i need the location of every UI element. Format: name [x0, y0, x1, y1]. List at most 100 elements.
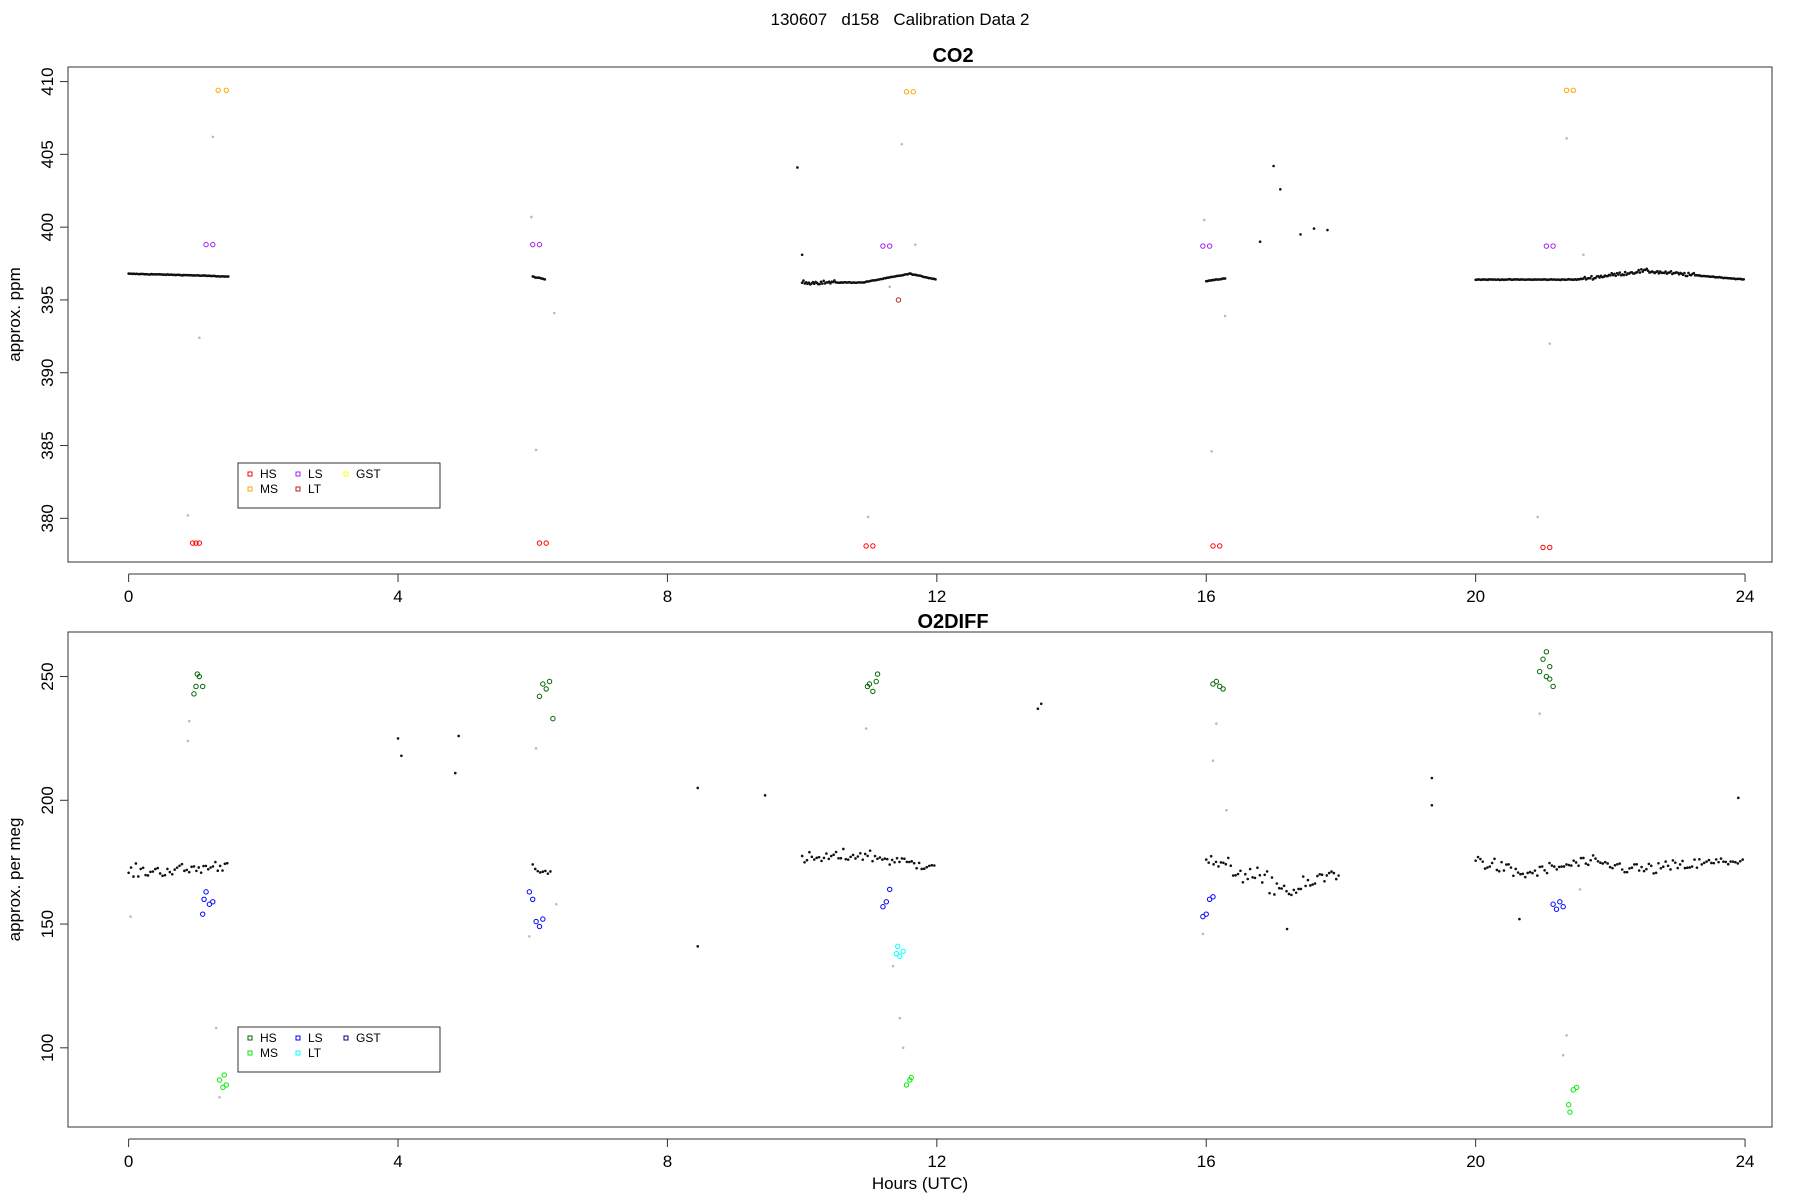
transition-point: [534, 448, 538, 452]
ambient-point: [1320, 873, 1324, 877]
ambient-point: [1538, 865, 1542, 869]
transition-point: [864, 727, 868, 730]
calibration-point-ls: [206, 901, 213, 907]
ambient-point: [1681, 859, 1684, 863]
ambient-point: [1325, 874, 1329, 877]
ambient-point: [821, 282, 824, 285]
ambient-point: [1693, 858, 1696, 861]
ambient-point: [1628, 867, 1631, 870]
ambient-point: [833, 279, 836, 282]
transition-point: [534, 747, 538, 750]
ambient-point: [895, 856, 899, 860]
ambient-point: [1582, 856, 1585, 860]
excursion-point: [696, 786, 700, 790]
calibration-point-ls: [201, 896, 207, 902]
ambient-point: [1623, 870, 1626, 874]
excursion-point: [800, 253, 804, 257]
calibration-point-ls: [536, 241, 543, 248]
calibration-point-ms: [1567, 1109, 1573, 1115]
calibration-point-hs: [1540, 544, 1546, 551]
ambient-point: [1497, 869, 1501, 873]
ambient-point: [1490, 861, 1494, 865]
ambient-point: [197, 866, 201, 869]
ambient-point: [1301, 875, 1305, 878]
calibration-point-hs: [536, 540, 543, 546]
ambient-point: [1222, 861, 1225, 865]
ambient-point: [1692, 271, 1696, 275]
ambient-point: [1640, 268, 1643, 271]
ambient-point: [1606, 862, 1609, 865]
calibration-point-lt: [895, 943, 901, 950]
ambient-point: [800, 281, 804, 284]
ambient-point: [1638, 271, 1642, 274]
ambient-point: [1683, 271, 1686, 275]
ambient-point: [185, 868, 189, 872]
x-tick-label: 24: [1736, 587, 1755, 606]
calibration-point-lt: [895, 297, 902, 303]
ambient-point: [1647, 862, 1651, 866]
y-tick-label: 200: [38, 786, 57, 814]
ambient-point: [822, 279, 825, 283]
ambient-point: [1516, 871, 1520, 874]
excursion-point: [696, 945, 700, 948]
ambient-point: [1724, 860, 1728, 864]
ambient-point: [1741, 858, 1744, 861]
x-axis-label: Hours (UTC): [872, 1174, 968, 1193]
calibration-point-hs: [1220, 686, 1226, 692]
ambient-point: [180, 862, 184, 866]
ambient-point: [1623, 270, 1627, 274]
transition-point: [1211, 759, 1215, 762]
calibration-point-ls: [1206, 243, 1213, 249]
transition-point: [1582, 253, 1585, 257]
ambient-point: [536, 869, 540, 873]
excursion-point: [1036, 707, 1040, 711]
y-tick-label: 410: [38, 67, 57, 95]
ambient-point: [1256, 866, 1259, 870]
legend-label: HS: [260, 1031, 277, 1045]
transition-point: [1561, 1053, 1565, 1057]
ambient-point: [1577, 864, 1580, 868]
ambient-point: [127, 871, 130, 875]
calibration-point-ls: [533, 918, 539, 925]
calibration-point-ms: [908, 1074, 914, 1081]
transition-point: [198, 336, 201, 340]
calibration-point-lt: [897, 953, 903, 959]
ambient-point: [1313, 882, 1317, 885]
ambient-point: [211, 865, 215, 868]
ambient-point: [1608, 865, 1612, 869]
ambient-point: [1676, 866, 1680, 870]
ambient-point: [546, 872, 550, 875]
ambient-point: [1297, 887, 1300, 891]
ambient-point: [1488, 865, 1492, 868]
ambient-point: [163, 873, 167, 877]
calibration-point-ms: [223, 1082, 229, 1088]
transition-point: [898, 1016, 902, 1020]
excursion-point: [1272, 164, 1275, 168]
excursion-point: [796, 166, 799, 169]
ambient-point: [1620, 868, 1624, 871]
ambient-point: [1731, 860, 1735, 863]
ambient-point: [925, 865, 929, 869]
excursion-point: [400, 754, 403, 758]
ambient-point: [1666, 864, 1670, 868]
ambient-point: [1306, 878, 1310, 882]
ambient-point: [883, 857, 887, 860]
calibration-point-ms: [910, 89, 916, 95]
calibration-point-hs: [1217, 683, 1223, 690]
ambient-point: [1654, 871, 1658, 875]
ambient-point: [1596, 859, 1600, 863]
transition-point: [866, 515, 870, 519]
ambient-point: [1688, 866, 1692, 869]
ambient-point: [1273, 893, 1276, 896]
ambient-point: [1702, 861, 1706, 865]
calibration-series-ls: [203, 241, 1556, 249]
ambient-point: [1241, 880, 1245, 884]
ambient-point: [849, 855, 852, 859]
ambient-point: [917, 861, 921, 865]
calibration-point-hs: [1547, 676, 1553, 682]
transition-point: [1223, 314, 1227, 318]
calibration-point-ms: [903, 1082, 910, 1088]
ambient-point: [1635, 270, 1639, 274]
excursion-point: [1299, 233, 1302, 236]
